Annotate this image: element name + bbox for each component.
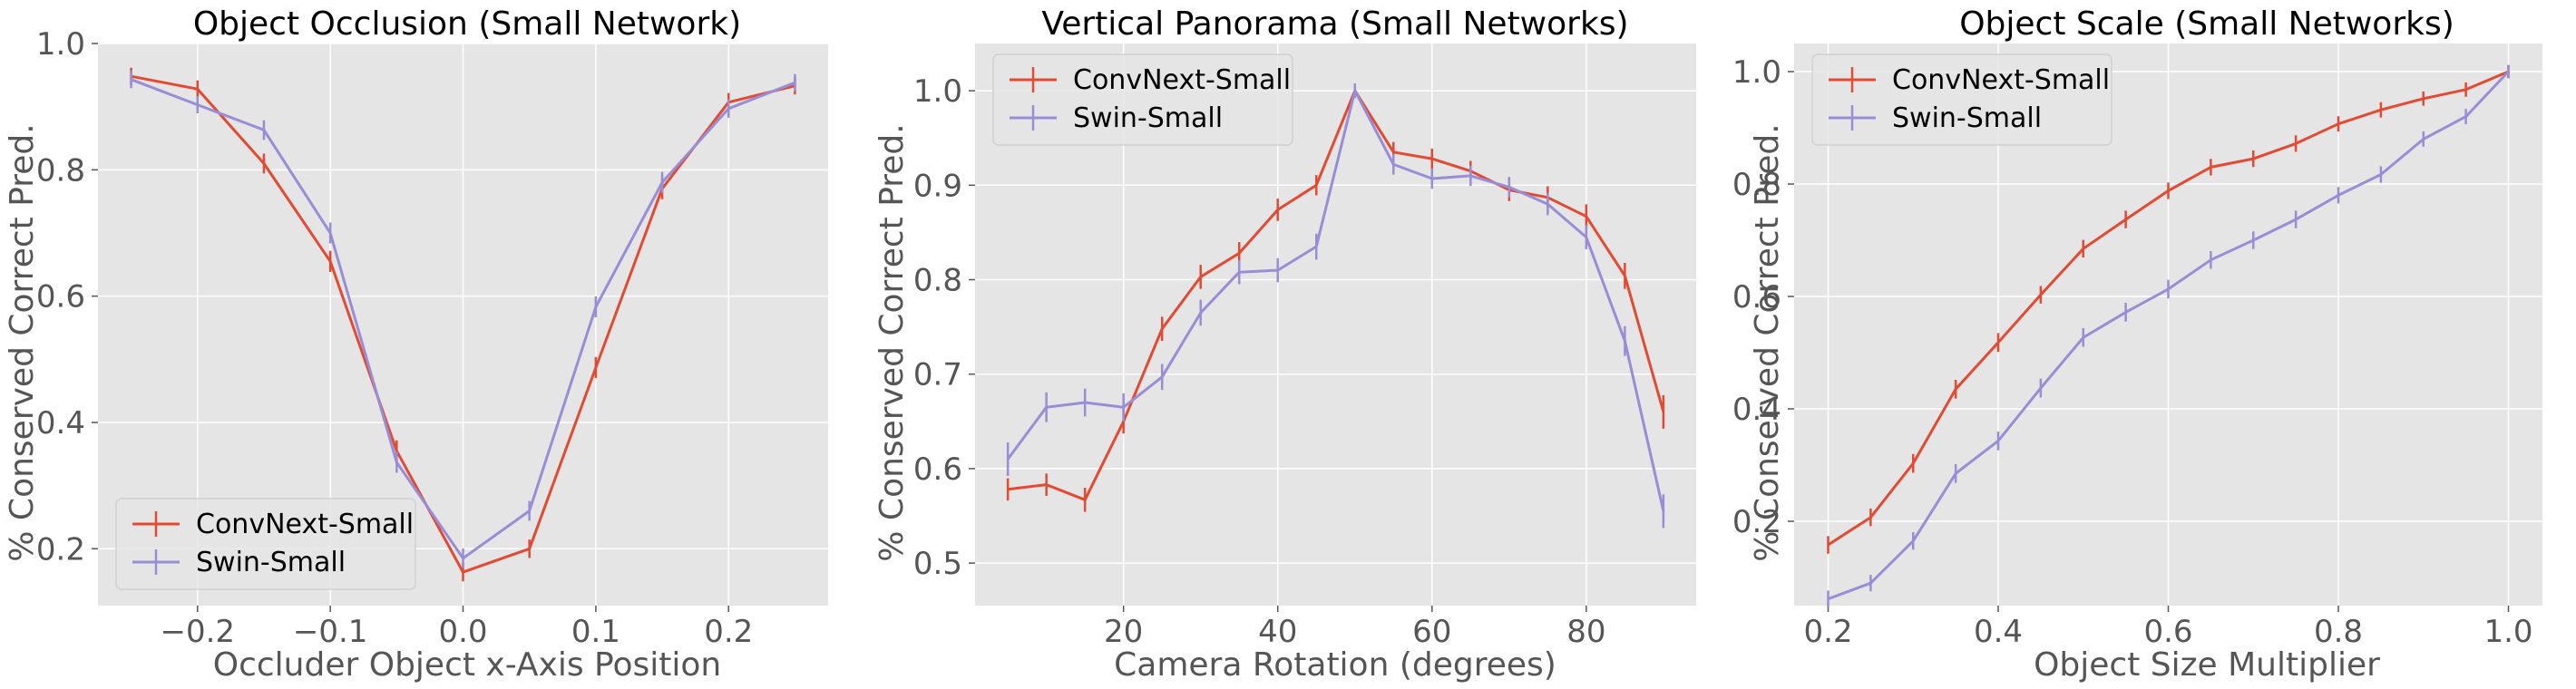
chart-panel-panorama: 20 40 60 80 0.5 0.6 0.7 0.8 0.9 1.0 ConvNext-Small… — [873, 5, 1696, 684]
x-tick-label: −0.1 — [293, 614, 368, 650]
y-axis-label: % Conserved Correct Pred. — [4, 123, 41, 561]
series-line — [1006, 89, 1665, 512]
series-swin-small — [1827, 64, 2510, 607]
chart-title: Vertical Panorama (Small Networks) — [1041, 5, 1628, 43]
series-line — [1007, 89, 1665, 501]
plot-area: 0.2 0.4 0.6 0.8 1.0 0.2 0.4 0.6 0.8 1.0 ConvNext-S… — [1732, 44, 2542, 650]
plot-area: 20 40 60 80 0.5 0.6 0.7 0.8 0.9 1.0 ConvNext-Small… — [913, 44, 1696, 650]
x-tick-label: 40 — [1258, 614, 1297, 650]
chart-title: Object Occlusion (Small Network) — [193, 5, 741, 43]
y-tick-label: 0.8 — [913, 263, 962, 299]
y-tick-label: 0.8 — [36, 152, 85, 189]
x-axis-label: Object Size Multiplier — [2034, 646, 2380, 684]
legend-label: Swin-Small — [1892, 102, 2042, 134]
legend: ConvNext-Small Swin-Small — [115, 498, 416, 590]
x-axis-label: Camera Rotation (degrees) — [1114, 646, 1556, 684]
x-tick-label: −0.2 — [160, 614, 235, 650]
x-tick-label: 0.4 — [1974, 614, 2023, 650]
x-tick-label: 80 — [1566, 614, 1605, 650]
x-tick-label: 1.0 — [2483, 614, 2532, 650]
x-tick-label: 0.1 — [571, 614, 620, 650]
y-tick-label: 0.2 — [1732, 504, 1781, 540]
y-axis-label: % Conserved Correct Pred. — [873, 123, 911, 561]
legend-label: Swin-Small — [196, 547, 346, 578]
x-tick-label: 60 — [1412, 614, 1451, 650]
y-tick-label: 1.0 — [36, 26, 85, 63]
legend-item: Swin-Small — [1010, 102, 1223, 134]
legend-box — [115, 498, 416, 590]
chart-panel-scale: 0.2 0.4 0.6 0.8 1.0 0.2 0.4 0.6 0.8 1.0 ConvNext-S… — [1732, 5, 2542, 684]
series-swin-small — [130, 71, 796, 568]
chart-panel-occlusion: −0.2 −0.1 0.0 0.1 0.2 0.2 0.4 0.6 0.8 1.0 ConvNext… — [4, 5, 828, 684]
x-tick-label: 0.8 — [2314, 614, 2363, 650]
x-tick-label: 0.2 — [704, 614, 753, 650]
y-tick-label: 0.4 — [1732, 392, 1781, 428]
series-swin-small — [1006, 83, 1665, 529]
legend: ConvNext-Small Swin-Small — [1811, 53, 2113, 146]
y-tick-label: 0.4 — [36, 405, 85, 442]
y-tick-label: 0.6 — [913, 451, 962, 488]
y-tick-label: 0.5 — [913, 546, 962, 582]
y-tick-label: 0.9 — [913, 168, 962, 204]
x-axis-label: Occluder Object x-Axis Position — [213, 646, 721, 684]
legend-item: ConvNext-Small — [132, 509, 414, 540]
x-tick-label: 0.0 — [438, 614, 487, 650]
y-tick-label: 0.6 — [1732, 279, 1781, 315]
y-tick-label: 0.7 — [913, 357, 962, 393]
y-tick-label: 0.6 — [36, 279, 85, 315]
y-tick-label: 1.0 — [913, 73, 962, 110]
chart-title: Object Scale (Small Networks) — [1959, 5, 2454, 43]
legend-label: ConvNext-Small — [1892, 64, 2110, 96]
legend-item: Swin-Small — [1829, 102, 2042, 134]
legend-label: Swin-Small — [1073, 102, 1223, 134]
legend-item: ConvNext-Small — [1010, 64, 1291, 96]
legend-box — [992, 53, 1293, 146]
legend-label: ConvNext-Small — [196, 509, 414, 540]
legend: ConvNext-Small Swin-Small — [992, 53, 1293, 146]
y-tick-label: 1.0 — [1732, 54, 1781, 91]
x-tick-label: 20 — [1104, 614, 1143, 650]
y-axis-label: % Conserved Correct Pred. — [1749, 123, 1786, 561]
plot-area: −0.2 −0.1 0.0 0.1 0.2 0.2 0.4 0.6 0.8 1.0 ConvNext… — [36, 26, 828, 650]
x-tick-label: 0.6 — [2143, 614, 2192, 650]
legend-label: ConvNext-Small — [1073, 64, 1291, 96]
legend-box — [1811, 53, 2113, 146]
x-tick-label: 0.2 — [1803, 614, 1852, 650]
y-tick-label: 0.2 — [36, 531, 85, 568]
legend-item: ConvNext-Small — [1829, 64, 2110, 96]
y-tick-label: 0.8 — [1732, 167, 1781, 203]
legend-item: Swin-Small — [132, 547, 346, 578]
